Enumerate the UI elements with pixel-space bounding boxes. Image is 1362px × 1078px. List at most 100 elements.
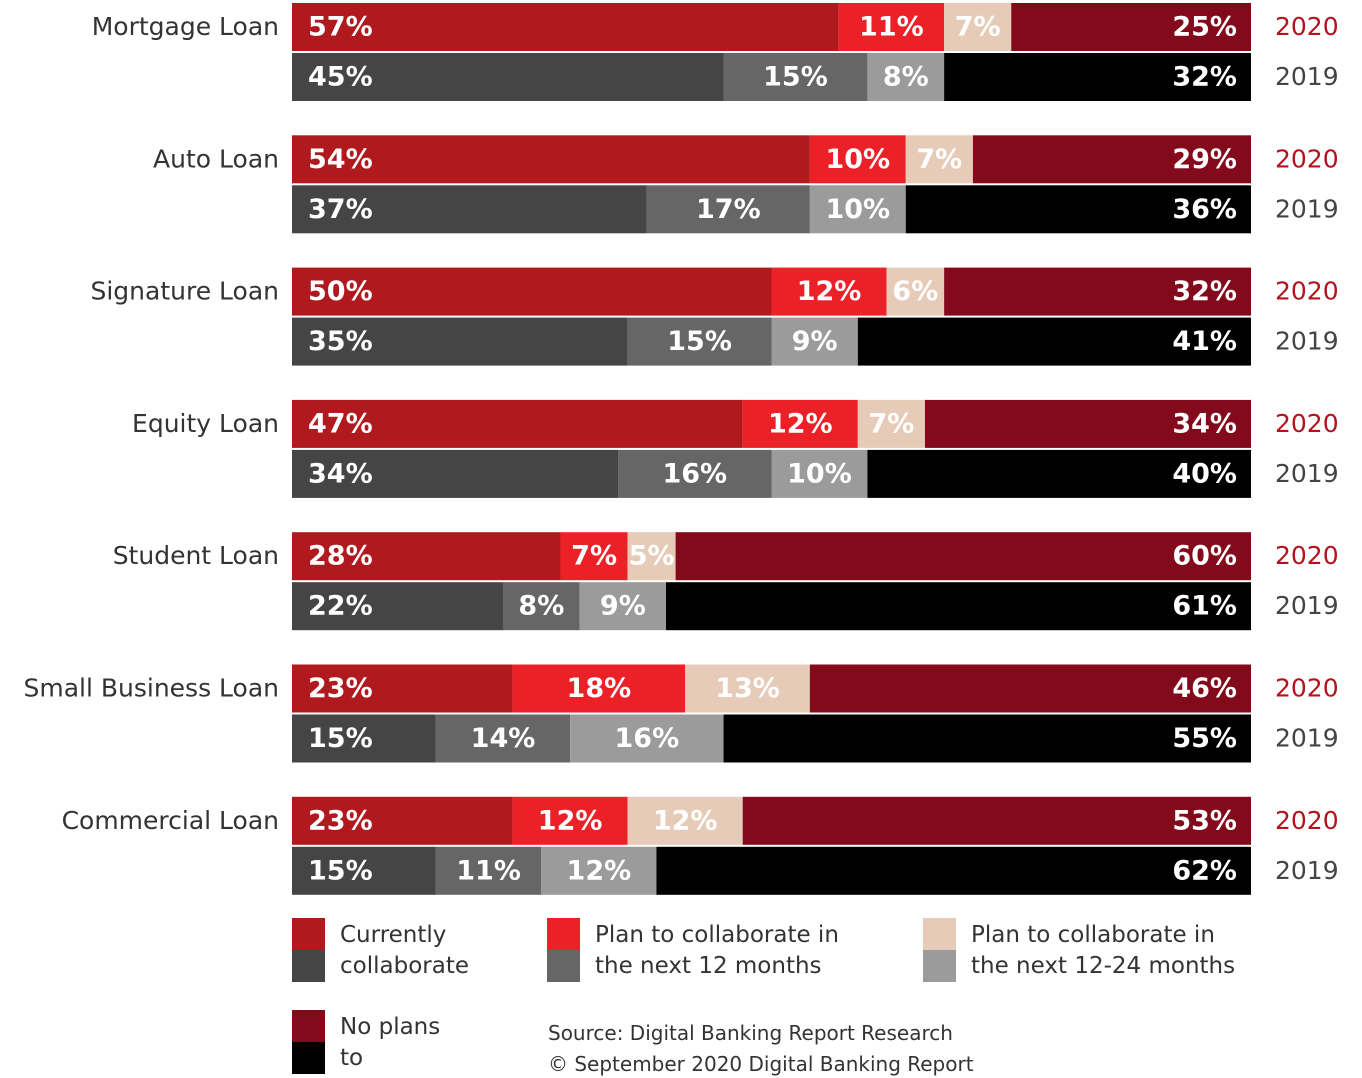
legend-swatch: [547, 950, 580, 982]
category-label: Student Loan: [113, 541, 279, 570]
bar-segment: [771, 449, 868, 498]
legend-swatch: [292, 918, 325, 950]
value-label: 23%: [308, 673, 373, 704]
bar-segment: [292, 53, 724, 101]
value-label: 12%: [538, 805, 603, 836]
value-label: 10%: [787, 458, 852, 489]
bar-segment: [292, 317, 628, 366]
value-label: 7%: [868, 408, 914, 439]
bar-segment: [541, 846, 657, 895]
value-label: 60%: [1172, 541, 1237, 572]
legend-swatch: [292, 950, 325, 982]
bar-segment: [944, 267, 1251, 316]
value-label: 40%: [1172, 458, 1237, 489]
legend-label: No plans to collaborate: [340, 1014, 469, 1078]
bar-segment: [886, 267, 945, 316]
value-label: 10%: [825, 144, 890, 175]
year-label: 2020: [1275, 806, 1339, 835]
value-label: 13%: [715, 673, 780, 704]
bar-segment: [867, 53, 945, 101]
bar-segment: [905, 135, 973, 184]
value-label: 34%: [1172, 408, 1237, 439]
value-label: 12%: [653, 805, 718, 836]
value-label: 32%: [1172, 62, 1237, 93]
value-label: 57%: [308, 12, 373, 43]
bar-segment: [646, 185, 810, 234]
legend-swatch: [547, 918, 580, 950]
bar-segment: [292, 449, 619, 498]
bar-segment: [435, 714, 571, 763]
value-label: 45%: [308, 62, 373, 93]
bar-segment: [292, 185, 647, 234]
bar-segment: [292, 796, 513, 845]
value-label: 47%: [308, 408, 373, 439]
year-label: 2020: [1275, 12, 1339, 41]
bar-segment: [627, 532, 676, 581]
category-label: Auto Loan: [153, 144, 279, 173]
bar-segment: [905, 185, 1251, 234]
value-label: 23%: [308, 805, 373, 836]
bar-segment: [627, 796, 743, 845]
bar-segment: [292, 846, 436, 895]
bar-segment: [944, 53, 1251, 101]
year-label: 2020: [1275, 277, 1339, 306]
value-label: 36%: [1172, 194, 1237, 225]
bar-segment: [771, 317, 858, 366]
value-label: 12%: [567, 855, 632, 886]
value-label: 25%: [1172, 12, 1237, 43]
value-label: 22%: [308, 591, 373, 622]
value-label: 17%: [696, 194, 761, 225]
category-label: Signature Loan: [90, 277, 279, 306]
bar-segment: [809, 185, 906, 234]
value-label: 18%: [567, 673, 632, 704]
bar-segment: [292, 532, 561, 581]
year-label: 2020: [1275, 409, 1339, 438]
value-label: 62%: [1172, 855, 1237, 886]
value-label: 11%: [456, 855, 521, 886]
bar-segment: [867, 449, 1251, 498]
bar-segment: [809, 664, 1251, 713]
bar-segment: [618, 449, 772, 498]
bar-segment: [838, 3, 945, 51]
source: © September 2020 Digital Banking Report: [548, 1052, 974, 1076]
value-label: 6%: [892, 276, 938, 307]
bar-segment: [292, 135, 810, 184]
value-label: 14%: [471, 723, 536, 754]
year-label: 2020: [1275, 541, 1339, 570]
value-label: 10%: [825, 194, 890, 225]
value-label: 46%: [1172, 673, 1237, 704]
legend-swatch: [923, 950, 956, 982]
value-label: 37%: [308, 194, 373, 225]
bar-segment: [512, 664, 686, 713]
category-label: Mortgage Loan: [92, 12, 279, 41]
bar-segment: [857, 317, 1251, 366]
bar-segment: [292, 664, 513, 713]
bar-segment: [857, 399, 925, 448]
bar-segment: [292, 399, 743, 448]
value-label: 34%: [308, 458, 373, 489]
year-label: 2019: [1275, 856, 1339, 885]
value-label: 8%: [518, 591, 564, 622]
bar-segment: [742, 399, 858, 448]
legend-label: Plan to collaborate in the next 12-24 mo…: [971, 922, 1236, 979]
value-label: 5%: [629, 541, 675, 572]
value-label: 32%: [1172, 276, 1237, 307]
bar-segment: [771, 267, 887, 316]
bar-segment: [292, 582, 503, 631]
value-label: 54%: [308, 144, 373, 175]
bar-segment: [570, 714, 724, 763]
value-label: 7%: [571, 541, 617, 572]
bar-segment: [435, 846, 542, 895]
bar-segment: [579, 582, 667, 631]
value-label: 7%: [916, 144, 962, 175]
value-label: 15%: [667, 326, 732, 357]
bar-segment: [292, 714, 436, 763]
bar-segment: [292, 267, 772, 316]
bar-segment: [512, 796, 628, 845]
value-label: 35%: [308, 326, 373, 357]
bar-segment: [924, 399, 1251, 448]
bar-segment: [972, 135, 1251, 184]
value-label: 16%: [615, 723, 680, 754]
bar-segment: [502, 582, 580, 631]
